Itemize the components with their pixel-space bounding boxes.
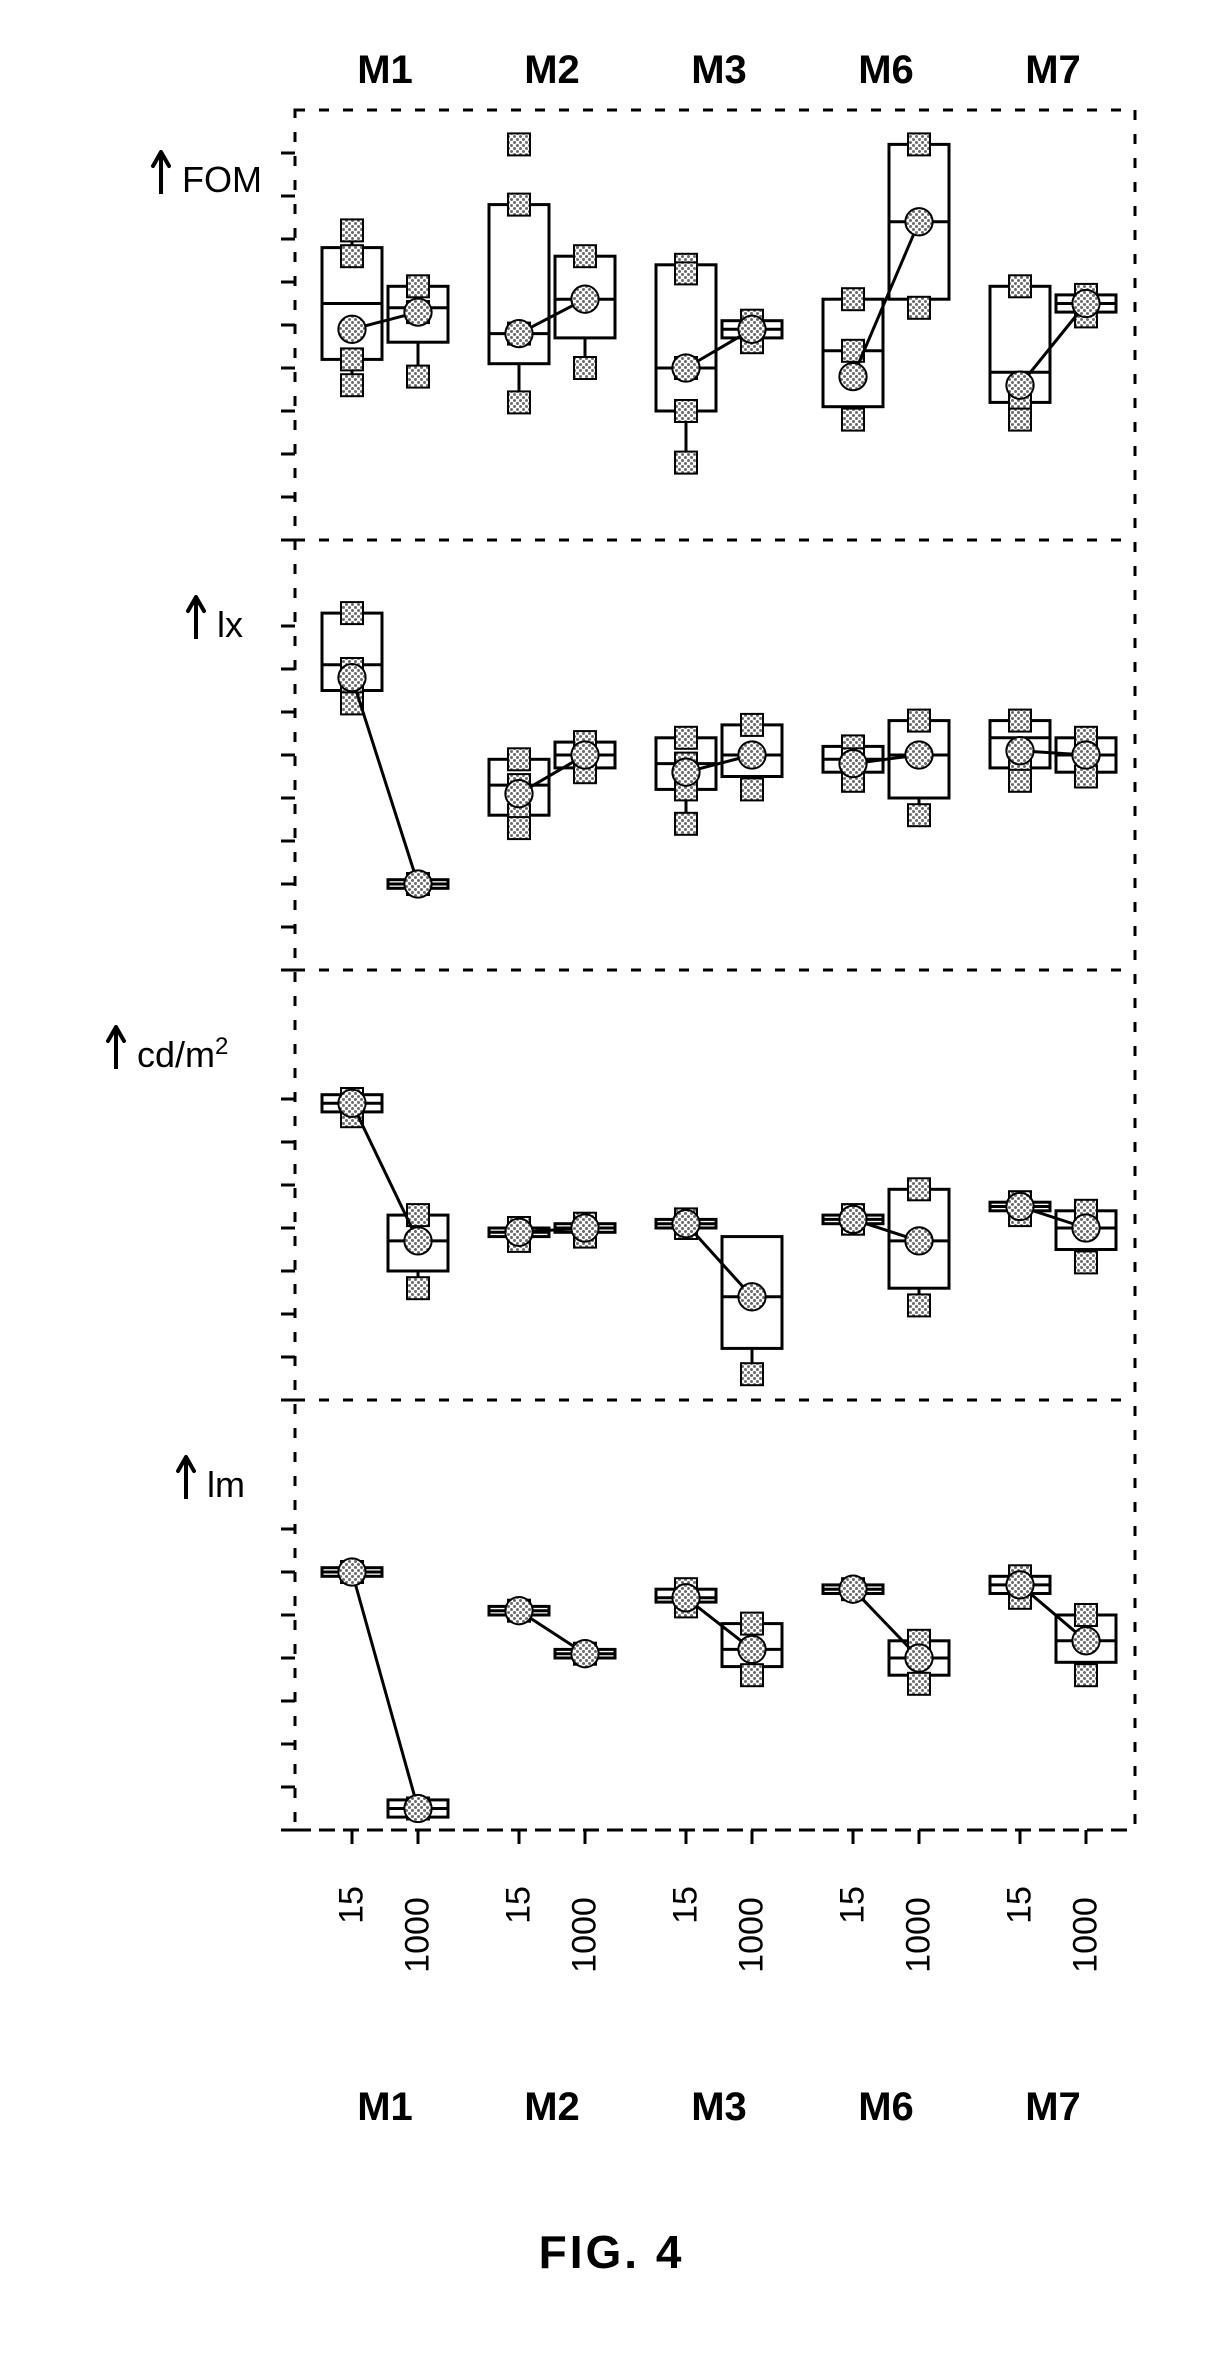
col-footer-m6: M6	[858, 2085, 914, 2130]
xtick-M1-15: 15	[333, 1886, 372, 1924]
xtick-M2-15: 15	[500, 1886, 539, 1924]
col-header-m6: M6	[858, 48, 914, 93]
row-label-cdm2-sup: 2	[215, 1033, 228, 1060]
col-header-m3: M3	[691, 48, 747, 93]
xtick-M6-15: 15	[834, 1886, 873, 1924]
row-label-lm-text: lm	[207, 1464, 245, 1505]
xtick-M6-1000: 1000	[900, 1897, 939, 1973]
col-header-m1: M1	[357, 48, 413, 93]
up-arrow-icon	[105, 1025, 127, 1069]
col-header-m2: M2	[524, 48, 580, 93]
col-footer-m1: M1	[357, 2085, 413, 2130]
xtick-M7-1000: 1000	[1067, 1897, 1106, 1973]
col-footer-m2: M2	[524, 2085, 580, 2130]
col-footer-m3: M3	[691, 2085, 747, 2130]
figure-caption: FIG. 4	[0, 2225, 1223, 2279]
xtick-M3-15: 15	[667, 1886, 706, 1924]
row-label-cdm2-text: cd/m	[137, 1034, 215, 1075]
xtick-M2-1000: 1000	[566, 1897, 605, 1973]
plot-svg	[0, 0, 1223, 2373]
figure-4: M1 M2 M3 M6 M7 FOM lx cd/m2 lm 15 1000 15 1…	[0, 0, 1223, 2373]
up-arrow-icon	[150, 150, 172, 194]
row-label-lx-text: lx	[217, 604, 243, 645]
row-label-lm: lm	[175, 1455, 245, 1506]
row-label-fom-text: FOM	[182, 159, 262, 200]
col-header-m7: M7	[1025, 48, 1081, 93]
row-label-lx: lx	[185, 595, 243, 646]
xtick-M1-1000: 1000	[399, 1897, 438, 1973]
xtick-M3-1000: 1000	[733, 1897, 772, 1973]
col-footer-m7: M7	[1025, 2085, 1081, 2130]
up-arrow-icon	[175, 1455, 197, 1499]
row-label-fom: FOM	[150, 150, 262, 201]
row-label-cdm2: cd/m2	[105, 1025, 228, 1076]
up-arrow-icon	[185, 595, 207, 639]
xtick-M7-15: 15	[1001, 1886, 1040, 1924]
